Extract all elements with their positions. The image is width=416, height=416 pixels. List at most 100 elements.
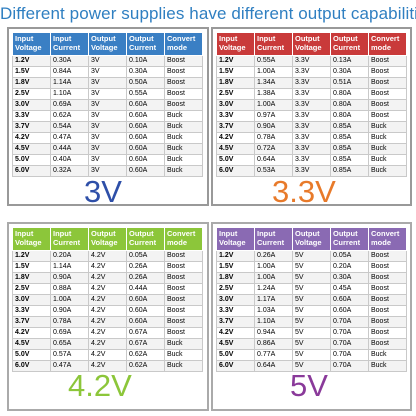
spec-table: Input Voltage Input Current Output Voltage… — [216, 32, 407, 177]
table-row: 1.5V 1.14A 4.2V 0.26A Boost — [12, 261, 203, 273]
cell-output-current: 0.60A — [126, 316, 165, 328]
cell-output-current: 0.30A — [330, 272, 369, 284]
cell-output-current: 0.60A — [126, 294, 165, 306]
table-row: 5.0V 0.40A 3V 0.60A Buck — [12, 154, 203, 166]
table-row: 3.3V 1.03A 5V 0.60A Boost — [216, 305, 407, 317]
cell-input-current: 1.38A — [254, 88, 293, 100]
cell-convert-mode: Boost — [164, 55, 203, 67]
cell-input-current: 0.78A — [50, 316, 89, 328]
output-label-3-3v: 3.3V — [272, 174, 336, 209]
column-header-convert-mode: Convert mode — [164, 32, 203, 56]
cell-convert-mode: Boost — [368, 110, 407, 122]
spec-table: Input Voltage Input Current Output Voltage… — [12, 32, 203, 177]
cell-convert-mode: Buck — [164, 349, 203, 361]
cell-output-current: 0.85A — [330, 143, 369, 155]
cell-output-voltage: 3.3V — [292, 66, 331, 78]
table-row: 3.0V 1.00A 3.3V 0.80A Boost — [216, 99, 407, 111]
table-header-row: Input Voltage Input Current Output Voltage… — [216, 227, 407, 251]
cell-convert-mode: Buck — [164, 110, 203, 122]
cell-input-voltage: 1.2V — [12, 55, 51, 67]
cell-input-current: 0.53A — [254, 165, 293, 177]
table-row: 4.5V 0.44A 3V 0.60A Buck — [12, 143, 203, 155]
cell-input-voltage: 6.0V — [216, 165, 255, 177]
cell-output-current: 0.45A — [330, 283, 369, 295]
column-header-convert-mode: Convert mode — [164, 227, 203, 251]
cell-convert-mode: Boost — [368, 77, 407, 89]
cell-output-voltage: 3.3V — [292, 154, 331, 166]
cell-input-voltage: 3.7V — [12, 316, 51, 328]
cell-convert-mode: Buck — [368, 360, 407, 372]
cell-input-voltage: 1.8V — [12, 77, 51, 89]
table-row: 2.5V 1.24A 5V 0.45A Boost — [216, 283, 407, 295]
cell-input-voltage: 3.3V — [216, 305, 255, 317]
cell-output-voltage: 4.2V — [88, 305, 127, 317]
cell-input-current: 1.03A — [254, 305, 293, 317]
cell-input-voltage: 3.7V — [216, 316, 255, 328]
cell-output-current: 0.26A — [126, 272, 165, 284]
cell-output-current: 0.60A — [126, 110, 165, 122]
cell-output-current: 0.60A — [126, 154, 165, 166]
panel-3-3v: Input Voltage Input Current Output Voltage… — [211, 27, 412, 206]
cell-convert-mode: Buck — [164, 154, 203, 166]
cell-output-current: 0.70A — [330, 360, 369, 372]
table-row: 6.0V 0.47A 4.2V 0.62A Buck — [12, 360, 203, 372]
table-row: 1.8V 1.34A 3.3V 0.51A Boost — [216, 77, 407, 89]
cell-convert-mode: Boost — [368, 272, 407, 284]
cell-convert-mode: Boost — [164, 305, 203, 317]
cell-input-voltage: 2.5V — [216, 283, 255, 295]
cell-output-voltage: 4.2V — [88, 327, 127, 339]
cell-input-voltage: 3.3V — [12, 110, 51, 122]
cell-output-current: 0.60A — [330, 294, 369, 306]
cell-convert-mode: Boost — [368, 338, 407, 350]
cell-input-voltage: 1.8V — [216, 77, 255, 89]
table-row: 2.5V 0.88A 4.2V 0.44A Boost — [12, 283, 203, 295]
cell-input-current: 0.20A — [50, 250, 89, 262]
cell-input-current: 0.77A — [254, 349, 293, 361]
cell-input-current: 0.55A — [254, 55, 293, 67]
cell-input-current: 1.00A — [254, 66, 293, 78]
cell-output-current: 0.26A — [126, 261, 165, 273]
cell-input-voltage: 3.7V — [216, 121, 255, 133]
cell-input-voltage: 1.2V — [216, 55, 255, 67]
column-header-output-current: Output Current — [330, 32, 369, 56]
cell-input-voltage: 6.0V — [12, 165, 51, 177]
cell-input-current: 0.44A — [50, 143, 89, 155]
cell-input-current: 1.34A — [254, 77, 293, 89]
cell-convert-mode: Buck — [164, 165, 203, 177]
cell-output-current: 0.85A — [330, 154, 369, 166]
cell-output-voltage: 4.2V — [88, 349, 127, 361]
cell-output-current: 0.55A — [126, 88, 165, 100]
cell-output-voltage: 3V — [88, 154, 127, 166]
cell-input-voltage: 1.8V — [12, 272, 51, 284]
table-row: 1.2V 0.20A 4.2V 0.05A Boost — [12, 250, 203, 262]
table-row: 1.2V 0.26A 5V 0.05A Boost — [216, 250, 407, 262]
spec-table: Input Voltage Input Current Output Voltage… — [216, 227, 407, 372]
cell-convert-mode: Buck — [368, 121, 407, 133]
cell-convert-mode: Boost — [164, 327, 203, 339]
cell-input-voltage: 5.0V — [12, 349, 51, 361]
cell-convert-mode: Buck — [368, 349, 407, 361]
table-row: 4.2V 0.78A 3.3V 0.85A Buck — [216, 132, 407, 144]
cell-output-current: 0.70A — [330, 338, 369, 350]
cell-convert-mode: Boost — [368, 316, 407, 328]
cell-convert-mode: Boost — [368, 99, 407, 111]
cell-convert-mode: Buck — [164, 143, 203, 155]
cell-input-current: 1.00A — [254, 272, 293, 284]
cell-output-current: 0.70A — [330, 349, 369, 361]
output-label-3v: 3V — [84, 174, 122, 209]
column-header-input-current: Input Current — [50, 227, 89, 251]
cell-input-current: 0.86A — [254, 338, 293, 350]
cell-output-current: 0.60A — [126, 165, 165, 177]
cell-output-voltage: 3V — [88, 88, 127, 100]
cell-input-current: 0.88A — [50, 283, 89, 295]
cell-output-voltage: 5V — [292, 261, 331, 273]
cell-output-current: 0.10A — [126, 55, 165, 67]
cell-output-voltage: 4.2V — [88, 250, 127, 262]
cell-convert-mode: Boost — [368, 55, 407, 67]
cell-output-voltage: 3V — [88, 77, 127, 89]
cell-convert-mode: Buck — [164, 121, 203, 133]
cell-output-voltage: 4.2V — [88, 294, 127, 306]
cell-output-voltage: 4.2V — [88, 316, 127, 328]
cell-convert-mode: Boost — [164, 99, 203, 111]
cell-output-voltage: 3.3V — [292, 121, 331, 133]
